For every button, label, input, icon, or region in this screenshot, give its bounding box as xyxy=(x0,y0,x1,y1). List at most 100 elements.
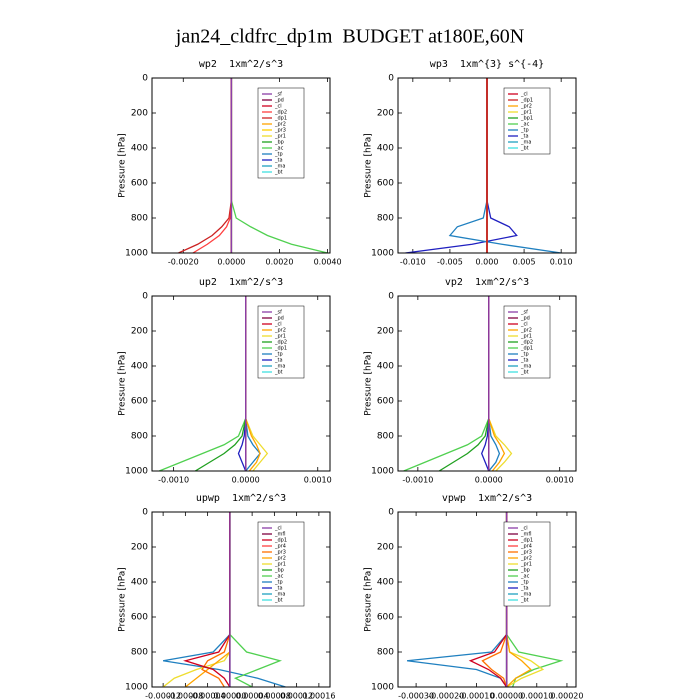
legend-label: _dp2 xyxy=(274,340,287,346)
legend-label: _pr2 xyxy=(520,328,532,334)
legend-label: _pr4 xyxy=(520,544,532,550)
plot-frame xyxy=(397,295,577,472)
series-line xyxy=(488,296,501,471)
legend-label: _pr1 xyxy=(520,562,532,568)
x-tick-label: -0.0010 xyxy=(158,476,189,485)
x-tick-label: -0.0010 xyxy=(402,476,433,485)
legend-label: _pd xyxy=(274,98,284,104)
legend-label: _ac xyxy=(520,122,530,128)
y-tick-label: 200 xyxy=(131,543,148,553)
legend-label: _ta xyxy=(520,134,529,140)
y-tick-label: 400 xyxy=(377,362,394,372)
legend-label: _pr4 xyxy=(274,544,286,550)
legend-label: _pr1 xyxy=(274,562,286,568)
x-tick-label: -0.00004 xyxy=(190,692,226,700)
legend-label: _dp1 xyxy=(274,538,287,544)
x-tick-label: 0.0000 xyxy=(217,258,245,267)
series-line xyxy=(405,78,518,253)
plot-frame xyxy=(151,511,331,688)
legend-label: _pr1 xyxy=(520,110,532,116)
y-tick-label: 600 xyxy=(131,613,148,623)
y-tick-label: 800 xyxy=(131,432,148,442)
legend-label: _pd xyxy=(520,316,530,322)
legend-label: _pr2 xyxy=(520,104,532,110)
legend-label: _pr1 xyxy=(520,334,532,340)
legend-label: _bp xyxy=(520,568,530,574)
y-tick-label: 200 xyxy=(377,327,394,337)
y-tick-label: 1000 xyxy=(371,683,394,693)
y-tick-label: 200 xyxy=(377,109,394,119)
series-line xyxy=(488,296,506,471)
y-tick-label: 600 xyxy=(377,613,394,623)
y-tick-label: 0 xyxy=(388,508,394,518)
x-tick-label: -0.00020 xyxy=(428,692,464,700)
legend-label: _tp xyxy=(520,128,529,134)
legend-label: _bt xyxy=(520,598,529,604)
legend-label: _ma xyxy=(520,364,531,370)
y-tick-label: 600 xyxy=(377,179,394,189)
plot-frame xyxy=(397,511,577,688)
y-axis-label: Pressure [hPa] xyxy=(364,567,374,632)
series-line xyxy=(192,78,233,253)
y-tick-label: 800 xyxy=(377,214,394,224)
y-axis-label: Pressure [hPa] xyxy=(364,133,374,198)
legend-label: _ac xyxy=(274,146,284,152)
series-line xyxy=(194,296,247,471)
legend-label: _pr1 xyxy=(274,134,286,140)
y-axis-label: Pressure [hPa] xyxy=(118,351,128,416)
legend-label: _pr2 xyxy=(274,556,286,562)
legend-label: _ta xyxy=(274,586,283,592)
x-tick-label: 0.00004 xyxy=(236,692,269,700)
legend-label: _ma xyxy=(520,140,531,146)
panel-title: wp3 1xm^{3} s^{-4} xyxy=(430,59,544,70)
legend-label: _dp1 xyxy=(520,538,533,544)
y-tick-label: 0 xyxy=(142,508,148,518)
y-tick-label: 800 xyxy=(131,214,148,224)
series-line xyxy=(481,512,508,687)
x-tick-label: -0.00008 xyxy=(167,692,203,700)
series-line xyxy=(468,512,508,687)
y-tick-label: 400 xyxy=(377,578,394,588)
x-tick-label: 0.00020 xyxy=(550,692,583,700)
figure-title: jan24_cldfrc_dp1m BUDGET at180E,60N xyxy=(175,26,524,48)
series-line xyxy=(158,296,247,471)
y-tick-label: 400 xyxy=(131,144,148,154)
series-line xyxy=(201,512,231,687)
legend-label: _tp xyxy=(274,152,283,158)
x-tick-label: 0.00012 xyxy=(280,692,313,700)
legend-label: _pr2 xyxy=(274,328,286,334)
legend-label: _tp xyxy=(520,352,529,358)
y-tick-label: 400 xyxy=(131,578,148,588)
legend-label: _pr3 xyxy=(520,550,532,556)
legend-label: _pr3 xyxy=(274,128,286,134)
legend-label: _ma xyxy=(274,164,285,170)
x-tick-label: 0.00016 xyxy=(302,692,335,700)
legend-label: _mfl xyxy=(274,532,286,538)
y-tick-label: 800 xyxy=(377,432,394,442)
y-tick-label: 1000 xyxy=(371,467,394,477)
legend-label: _dp1 xyxy=(520,346,533,352)
legend-label: _dp1 xyxy=(274,116,287,122)
x-tick-label: 0.0010 xyxy=(304,476,332,485)
x-tick-label: -0.00010 xyxy=(458,692,494,700)
series-line xyxy=(178,78,233,253)
y-tick-label: 200 xyxy=(131,327,148,337)
legend-label: _cl xyxy=(520,92,528,98)
y-tick-label: 0 xyxy=(142,74,148,84)
y-tick-label: 1000 xyxy=(125,683,148,693)
legend-label: _dp2 xyxy=(520,340,533,346)
x-tick-label: 0.0020 xyxy=(265,258,293,267)
panel-title: vpwp 1xm^2/s^3 xyxy=(442,493,532,504)
legend-label: _dp1 xyxy=(274,346,287,352)
series-line xyxy=(406,512,508,687)
y-tick-label: 200 xyxy=(377,543,394,553)
legend-label: _sf xyxy=(274,310,282,316)
y-tick-label: 1000 xyxy=(125,249,148,259)
panel-title: wp2 1xm^2/s^3 xyxy=(199,59,283,70)
legend-label: _ma xyxy=(520,592,531,598)
legend-label: _ta xyxy=(274,158,283,164)
y-tick-label: 800 xyxy=(377,648,394,658)
y-tick-label: 600 xyxy=(131,179,148,189)
x-tick-label: 0.00008 xyxy=(258,692,291,700)
legend-label: _tp xyxy=(520,580,529,586)
